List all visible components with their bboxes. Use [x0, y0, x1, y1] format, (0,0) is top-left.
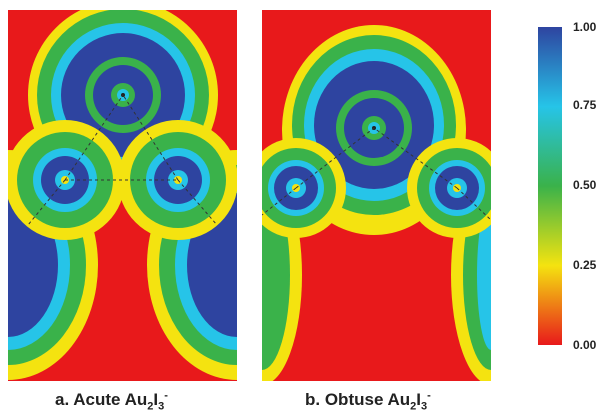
colorbar-tick-label: 0.75	[573, 98, 597, 112]
caption-obtuse: b. Obtuse Au2I3-	[305, 389, 431, 413]
colorbar-tick-label: 0.00	[573, 338, 597, 352]
elf-map-obtuse	[262, 10, 491, 381]
colorbar-tick-label: 0.25	[573, 258, 597, 272]
elf-map-acute	[8, 10, 237, 381]
colorbar-tick-label: 0.50	[573, 178, 597, 192]
colorbar-tick-label: 1.00	[573, 20, 597, 34]
caption-acute: a. Acute Au2I3-	[55, 389, 168, 413]
color-scale-bar	[538, 27, 562, 345]
